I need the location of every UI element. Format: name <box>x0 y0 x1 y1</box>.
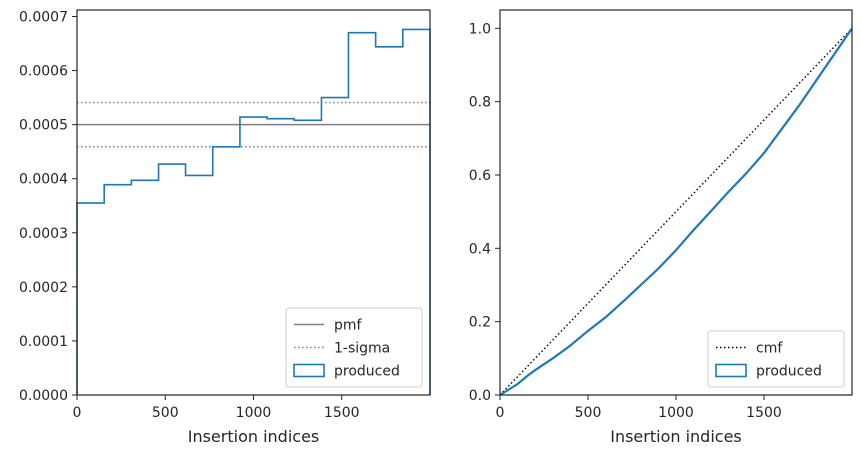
right-chart: 0 500 1000 1500 0.0 0.2 0.4 0.6 0.8 1.0 Insertio… <box>469 9 853 446</box>
left-x-tick-label: 1000 <box>236 405 272 421</box>
left-y-tick-label: 0.0006 <box>19 64 68 80</box>
left-legend-label-1-sigma: 1-sigma <box>334 341 390 357</box>
left-y-tick-label: 0.0000 <box>19 388 68 404</box>
left-legend-marker-produced <box>293 363 325 378</box>
left-x-axis-label: Insertion indices <box>188 427 320 446</box>
left-legend: pmf 1-sigma produced <box>285 307 423 388</box>
left-legend-label-pmf: pmf <box>334 318 363 334</box>
right-x-tick-label: 0 <box>496 405 505 421</box>
left-x-tick-label: 0 <box>73 405 82 421</box>
left-x-tick-label: 500 <box>152 405 179 421</box>
right-y-tick-label: 0.8 <box>469 95 491 111</box>
left-chart: 0 500 1000 1500 0.0000 0.0001 0.0002 0.0003 0.0… <box>19 9 431 446</box>
left-legend-box <box>285 307 423 388</box>
right-x-axis-label: Insertion indices <box>610 427 742 446</box>
right-cmf-series <box>499 27 853 396</box>
right-x-tick-label: 500 <box>575 405 602 421</box>
right-legend: cmf produced <box>707 330 845 388</box>
right-produced-series <box>499 27 853 396</box>
right-x-tick-label: 1000 <box>658 405 694 421</box>
right-x-tick-label: 1500 <box>746 405 782 421</box>
left-y-tick-label: 0.0003 <box>19 226 68 242</box>
left-y-tick-label: 0.0004 <box>19 172 68 188</box>
left-x-tick-label: 1500 <box>324 405 360 421</box>
right-y-tick-label: 0.4 <box>469 241 491 257</box>
right-y-tick-label: 0.2 <box>469 315 491 331</box>
right-legend-label-cmf: cmf <box>756 341 783 357</box>
right-legend-label-produced: produced <box>756 364 822 380</box>
left-produced-histogram <box>76 28 431 395</box>
right-y-tick-label: 0.0 <box>469 388 491 404</box>
left-y-tick-label: 0.0007 <box>19 9 68 25</box>
right-y-tick-label: 0.6 <box>469 168 491 184</box>
right-legend-marker-produced <box>715 363 747 378</box>
right-legend-box <box>707 330 845 388</box>
left-y-tick-label: 0.0005 <box>19 118 68 134</box>
left-legend-label-produced: produced <box>334 364 400 380</box>
right-y-tick-label: 1.0 <box>469 21 491 37</box>
left-y-tick-label: 0.0002 <box>19 280 68 296</box>
left-y-tick-label: 0.0001 <box>19 334 68 350</box>
